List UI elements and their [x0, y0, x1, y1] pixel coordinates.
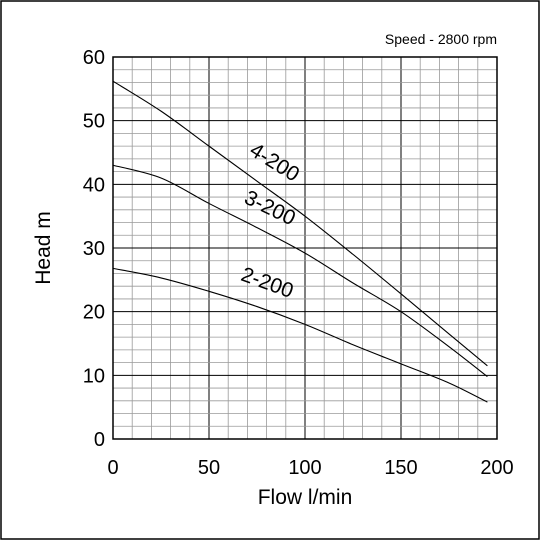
series-line-2-200	[112, 267, 488, 403]
y-tick-label: 0	[94, 429, 105, 451]
x-tick-label: 0	[107, 457, 118, 479]
y-tick-label: 10	[83, 365, 105, 387]
y-tick-label: 40	[83, 174, 105, 196]
plot-area-border	[112, 56, 498, 440]
x-axis-title: Flow l/min	[258, 486, 353, 509]
y-tick-label: 20	[83, 302, 105, 324]
speed-annotation: Speed - 2800 rpm	[385, 31, 497, 47]
y-tick-label: 60	[83, 47, 105, 69]
x-tick-label: 200	[480, 457, 513, 479]
x-tick-label: 50	[198, 457, 220, 479]
curves	[112, 80, 488, 403]
y-axis-title: Head m	[32, 211, 55, 285]
y-tick-label: 50	[83, 111, 105, 133]
series-line-3-200	[112, 164, 488, 378]
grid	[112, 56, 498, 440]
x-tick-label: 150	[384, 457, 417, 479]
tick-labels: 0 50 100 150 200 0 10 20 30 40 50 60	[83, 47, 514, 479]
y-tick-label: 30	[83, 238, 105, 260]
series-line-4-200	[112, 80, 488, 367]
x-tick-label: 100	[288, 457, 321, 479]
